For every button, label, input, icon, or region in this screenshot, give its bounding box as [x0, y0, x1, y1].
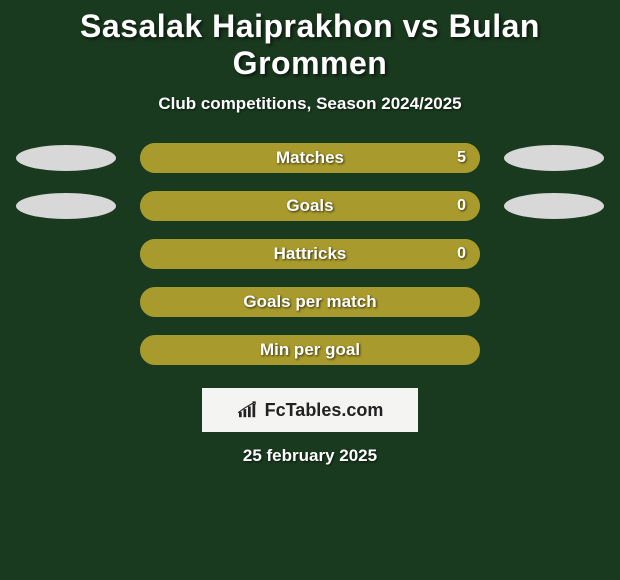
season-subtitle: Club competitions, Season 2024/2025 — [0, 94, 620, 114]
stat-bar: Goals 0 — [140, 191, 480, 221]
bar-chart-icon — [237, 401, 259, 419]
spacer — [504, 289, 604, 315]
stats-container: Sasalak Haiprakhon vs Bulan Grommen Club… — [0, 0, 620, 466]
right-player-indicator — [504, 145, 604, 171]
stat-bar: Goals per match — [140, 287, 480, 317]
stat-bar: Matches 5 — [140, 143, 480, 173]
stat-bar: Hattricks 0 — [140, 239, 480, 269]
spacer — [504, 337, 604, 363]
left-player-indicator — [16, 193, 116, 219]
stat-label: Goals — [286, 196, 333, 216]
stat-row: Goals per match — [0, 286, 620, 318]
comparison-title: Sasalak Haiprakhon vs Bulan Grommen — [0, 8, 620, 82]
stat-row: Goals 0 — [0, 190, 620, 222]
spacer — [16, 241, 116, 267]
stat-value: 5 — [457, 149, 466, 167]
stat-label: Hattricks — [274, 244, 347, 264]
stat-label: Min per goal — [260, 340, 360, 360]
right-player-indicator — [504, 193, 604, 219]
date-label: 25 february 2025 — [0, 446, 620, 466]
spacer — [16, 337, 116, 363]
stat-row: Min per goal — [0, 334, 620, 366]
stat-label: Matches — [276, 148, 344, 168]
left-player-indicator — [16, 145, 116, 171]
spacer — [504, 241, 604, 267]
stat-bar: Min per goal — [140, 335, 480, 365]
stat-value: 0 — [457, 197, 466, 215]
fctables-logo[interactable]: FcTables.com — [202, 388, 418, 432]
stat-value: 0 — [457, 245, 466, 263]
stat-row: Hattricks 0 — [0, 238, 620, 270]
stat-rows: Matches 5 Goals 0 Hattricks 0 Goals per match M… — [0, 142, 620, 366]
stat-label: Goals per match — [243, 292, 376, 312]
spacer — [16, 289, 116, 315]
logo-text: FcTables.com — [265, 400, 384, 421]
stat-row: Matches 5 — [0, 142, 620, 174]
